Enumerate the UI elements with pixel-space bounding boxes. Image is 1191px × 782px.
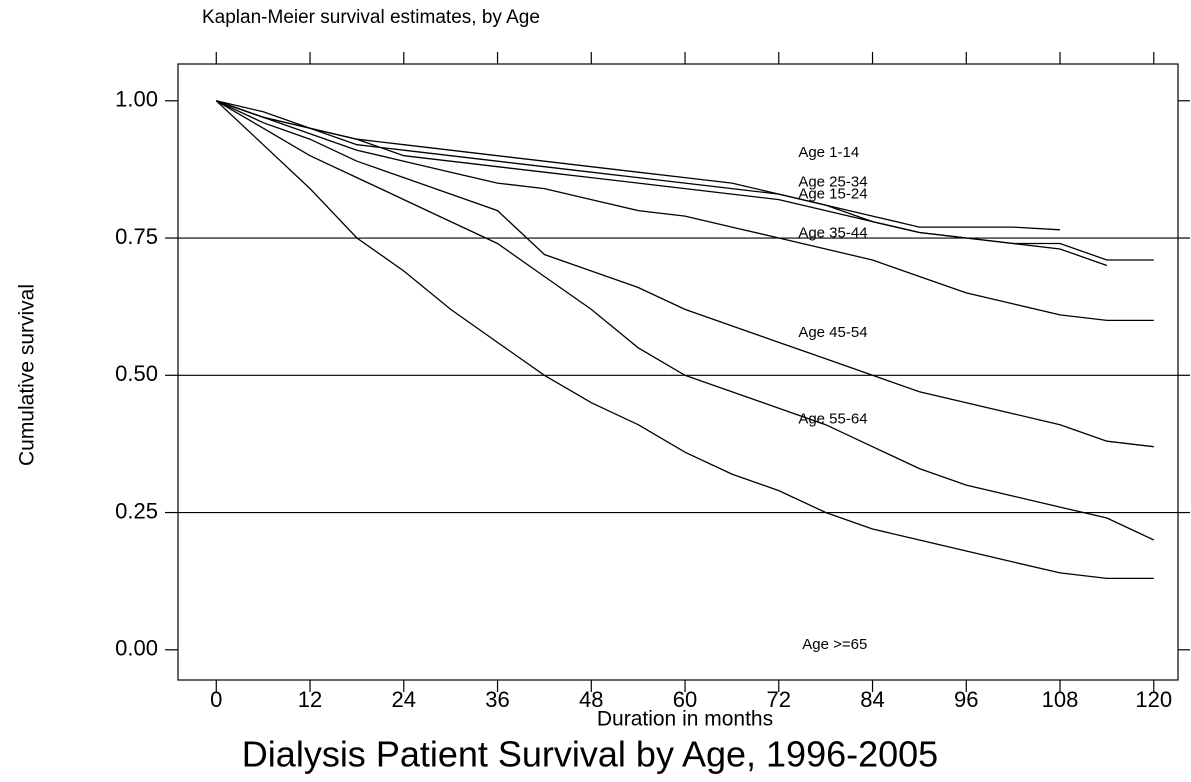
curve-label: Age >=65 [802, 636, 867, 653]
y-tick-label: 0.75 [115, 224, 158, 249]
plot-frame [177, 63, 1179, 681]
y-tick-label: 0.00 [115, 636, 158, 661]
y-tick-label: 0.25 [115, 498, 158, 523]
curve-label: Age 25-34 [798, 174, 867, 191]
y-axis-label: Cumulative survival [16, 284, 39, 466]
x-axis-label: Duration in months [597, 708, 773, 731]
y-tick-label: 0.50 [115, 361, 158, 386]
curve-label: Age 55-64 [798, 411, 867, 428]
survival-curve [216, 100, 1154, 322]
curve-label: Age 1-14 [798, 144, 859, 161]
curve-label: Age 35-44 [798, 225, 867, 242]
caption: Dialysis Patient Survival by Age, 1996-2… [242, 734, 938, 775]
survival-curve [216, 100, 1154, 261]
survival-curve [215, 100, 1155, 541]
survival-curve [216, 100, 1154, 448]
curve-label: Age 15-24 [798, 186, 867, 203]
chart-title: Kaplan-Meier survival estimates, by Age [202, 7, 540, 28]
curve-label: Age 45-54 [798, 324, 867, 341]
y-tick-label: 1.00 [115, 87, 158, 112]
survival-curve [216, 100, 1108, 267]
survival-curve [215, 100, 1154, 580]
x-tick-label: 0 [210, 687, 222, 712]
